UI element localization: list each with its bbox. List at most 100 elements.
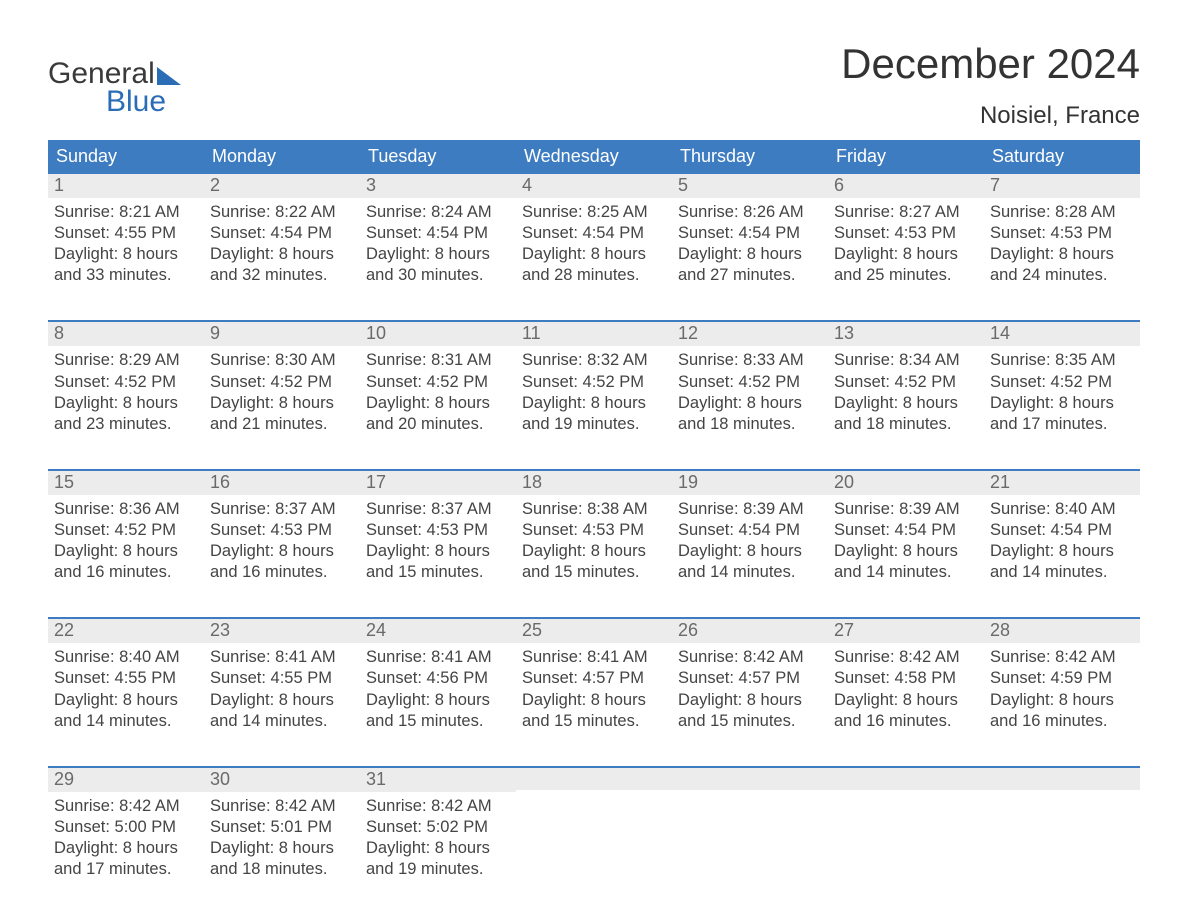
day-body: Sunrise: 8:29 AMSunset: 4:52 PMDaylight:… [48,346,204,454]
day-day1: Daylight: 8 hours [210,541,354,562]
day-sunset: Sunset: 4:53 PM [210,520,354,541]
weekday-thursday: Thursday [672,140,828,174]
week-row: 29Sunrise: 8:42 AMSunset: 5:00 PMDayligh… [48,766,1140,900]
day-day2: and 24 minutes. [990,265,1134,286]
day-number: 29 [48,768,204,792]
day-sunrise: Sunrise: 8:21 AM [54,202,198,223]
day-cell: 26Sunrise: 8:42 AMSunset: 4:57 PMDayligh… [672,619,828,751]
day-day2: and 15 minutes. [366,711,510,732]
day-sunset: Sunset: 4:54 PM [990,520,1134,541]
day-sunset: Sunset: 4:58 PM [834,668,978,689]
week-row: 8Sunrise: 8:29 AMSunset: 4:52 PMDaylight… [48,320,1140,454]
day-sunset: Sunset: 4:54 PM [522,223,666,244]
day-empty [984,768,1140,900]
day-day1: Daylight: 8 hours [54,244,198,265]
day-sunset: Sunset: 4:53 PM [834,223,978,244]
day-day1: Daylight: 8 hours [366,393,510,414]
day-day2: and 15 minutes. [522,562,666,583]
day-day1: Daylight: 8 hours [522,244,666,265]
day-number: 19 [672,471,828,495]
day-cell: 3Sunrise: 8:24 AMSunset: 4:54 PMDaylight… [360,174,516,306]
day-cell: 25Sunrise: 8:41 AMSunset: 4:57 PMDayligh… [516,619,672,751]
day-day2: and 16 minutes. [54,562,198,583]
day-sunset: Sunset: 4:57 PM [522,668,666,689]
day-sunset: Sunset: 4:54 PM [678,520,822,541]
day-sunset: Sunset: 4:53 PM [522,520,666,541]
day-cell: 24Sunrise: 8:41 AMSunset: 4:56 PMDayligh… [360,619,516,751]
day-number: 4 [516,174,672,198]
day-cell: 16Sunrise: 8:37 AMSunset: 4:53 PMDayligh… [204,471,360,603]
day-number: 2 [204,174,360,198]
day-sunset: Sunset: 4:55 PM [54,223,198,244]
day-day2: and 18 minutes. [834,414,978,435]
day-sunrise: Sunrise: 8:37 AM [366,499,510,520]
day-body: Sunrise: 8:32 AMSunset: 4:52 PMDaylight:… [516,346,672,454]
header: General Blue December 2024 Noisiel, Fran… [48,40,1140,130]
day-sunrise: Sunrise: 8:41 AM [210,647,354,668]
day-day1: Daylight: 8 hours [990,244,1134,265]
day-sunset: Sunset: 4:59 PM [990,668,1134,689]
day-sunrise: Sunrise: 8:36 AM [54,499,198,520]
day-day1: Daylight: 8 hours [210,690,354,711]
day-sunrise: Sunrise: 8:28 AM [990,202,1134,223]
day-day2: and 14 minutes. [678,562,822,583]
day-cell: 31Sunrise: 8:42 AMSunset: 5:02 PMDayligh… [360,768,516,900]
day-day1: Daylight: 8 hours [522,393,666,414]
day-day2: and 20 minutes. [366,414,510,435]
day-body: Sunrise: 8:36 AMSunset: 4:52 PMDaylight:… [48,495,204,603]
day-day1: Daylight: 8 hours [834,541,978,562]
day-number: 5 [672,174,828,198]
day-day1: Daylight: 8 hours [522,690,666,711]
day-body: Sunrise: 8:25 AMSunset: 4:54 PMDaylight:… [516,198,672,306]
day-day2: and 14 minutes. [54,711,198,732]
day-day1: Daylight: 8 hours [678,244,822,265]
day-body: Sunrise: 8:41 AMSunset: 4:55 PMDaylight:… [204,643,360,751]
day-day1: Daylight: 8 hours [990,393,1134,414]
day-cell: 23Sunrise: 8:41 AMSunset: 4:55 PMDayligh… [204,619,360,751]
day-number: 24 [360,619,516,643]
day-number: 22 [48,619,204,643]
day-sunrise: Sunrise: 8:38 AM [522,499,666,520]
day-sunset: Sunset: 4:54 PM [366,223,510,244]
day-day1: Daylight: 8 hours [54,393,198,414]
day-day2: and 16 minutes. [210,562,354,583]
weekday-wednesday: Wednesday [516,140,672,174]
day-sunrise: Sunrise: 8:33 AM [678,350,822,371]
day-cell: 1Sunrise: 8:21 AMSunset: 4:55 PMDaylight… [48,174,204,306]
weekday-friday: Friday [828,140,984,174]
day-sunset: Sunset: 4:53 PM [366,520,510,541]
brand-text-blue: Blue [48,86,181,118]
day-sunrise: Sunrise: 8:39 AM [678,499,822,520]
day-cell: 13Sunrise: 8:34 AMSunset: 4:52 PMDayligh… [828,322,984,454]
day-sunrise: Sunrise: 8:29 AM [54,350,198,371]
day-body: Sunrise: 8:37 AMSunset: 4:53 PMDaylight:… [204,495,360,603]
day-body: Sunrise: 8:31 AMSunset: 4:52 PMDaylight:… [360,346,516,454]
day-sunrise: Sunrise: 8:30 AM [210,350,354,371]
day-body: Sunrise: 8:39 AMSunset: 4:54 PMDaylight:… [828,495,984,603]
day-day1: Daylight: 8 hours [366,541,510,562]
day-day2: and 19 minutes. [522,414,666,435]
day-body: Sunrise: 8:34 AMSunset: 4:52 PMDaylight:… [828,346,984,454]
day-cell: 22Sunrise: 8:40 AMSunset: 4:55 PMDayligh… [48,619,204,751]
day-cell: 15Sunrise: 8:36 AMSunset: 4:52 PMDayligh… [48,471,204,603]
day-number [516,768,672,790]
day-day1: Daylight: 8 hours [678,541,822,562]
day-cell: 6Sunrise: 8:27 AMSunset: 4:53 PMDaylight… [828,174,984,306]
day-sunset: Sunset: 4:52 PM [366,372,510,393]
day-day2: and 16 minutes. [990,711,1134,732]
day-sunset: Sunset: 5:01 PM [210,817,354,838]
weekday-row: SundayMondayTuesdayWednesdayThursdayFrid… [48,140,1140,174]
day-number: 23 [204,619,360,643]
day-sunrise: Sunrise: 8:26 AM [678,202,822,223]
weekday-saturday: Saturday [984,140,1140,174]
week-row: 15Sunrise: 8:36 AMSunset: 4:52 PMDayligh… [48,469,1140,603]
day-day2: and 15 minutes. [366,562,510,583]
day-cell: 4Sunrise: 8:25 AMSunset: 4:54 PMDaylight… [516,174,672,306]
day-sunrise: Sunrise: 8:25 AM [522,202,666,223]
day-cell: 14Sunrise: 8:35 AMSunset: 4:52 PMDayligh… [984,322,1140,454]
day-sunrise: Sunrise: 8:42 AM [54,796,198,817]
day-number: 11 [516,322,672,346]
day-number: 17 [360,471,516,495]
day-day1: Daylight: 8 hours [834,244,978,265]
day-cell: 28Sunrise: 8:42 AMSunset: 4:59 PMDayligh… [984,619,1140,751]
